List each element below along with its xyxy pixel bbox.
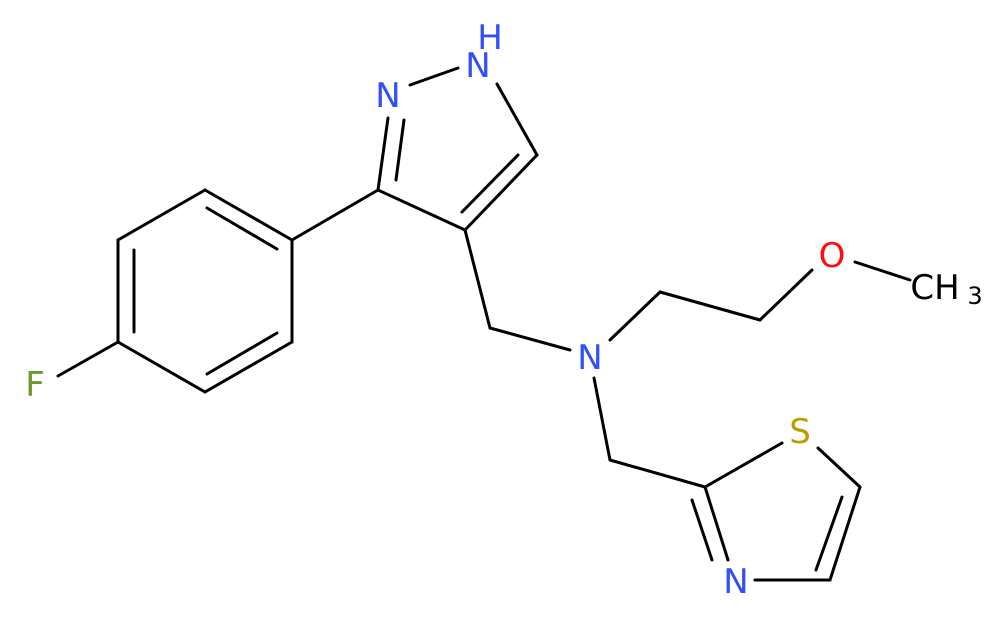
bond bbox=[828, 485, 862, 582]
atom-label: CH bbox=[910, 268, 959, 308]
atom-label: N bbox=[375, 76, 400, 116]
bond bbox=[376, 116, 390, 192]
bond bbox=[394, 118, 406, 182]
bond bbox=[463, 228, 492, 330]
bond bbox=[116, 188, 207, 242]
bond bbox=[690, 498, 714, 562]
atom-label: F bbox=[25, 365, 45, 405]
bond bbox=[703, 441, 784, 489]
bond bbox=[758, 268, 814, 322]
bond bbox=[608, 458, 707, 489]
bond bbox=[816, 446, 862, 489]
bond bbox=[408, 66, 460, 87]
atom-label: N bbox=[723, 562, 748, 602]
atom-label: N bbox=[465, 46, 490, 86]
atom-label: H bbox=[477, 18, 503, 58]
atom-label: O bbox=[819, 236, 846, 276]
bond bbox=[592, 376, 612, 462]
atom-label: S bbox=[789, 412, 811, 452]
atom-subscript: 3 bbox=[967, 282, 982, 310]
bond bbox=[488, 326, 572, 352]
bond bbox=[460, 153, 520, 214]
bond bbox=[814, 495, 844, 572]
bond bbox=[203, 340, 294, 394]
bond bbox=[376, 188, 467, 232]
bond bbox=[495, 82, 539, 157]
bond bbox=[290, 188, 380, 242]
bond bbox=[116, 340, 207, 394]
bond bbox=[205, 206, 279, 251]
bond bbox=[463, 153, 539, 232]
bond bbox=[853, 260, 912, 282]
bond bbox=[608, 290, 662, 342]
bonds bbox=[56, 66, 912, 582]
atom-label: N bbox=[577, 338, 602, 378]
bond bbox=[203, 188, 294, 242]
bond bbox=[56, 340, 120, 378]
bond bbox=[205, 331, 279, 376]
bond bbox=[658, 290, 762, 322]
bond bbox=[703, 485, 730, 562]
